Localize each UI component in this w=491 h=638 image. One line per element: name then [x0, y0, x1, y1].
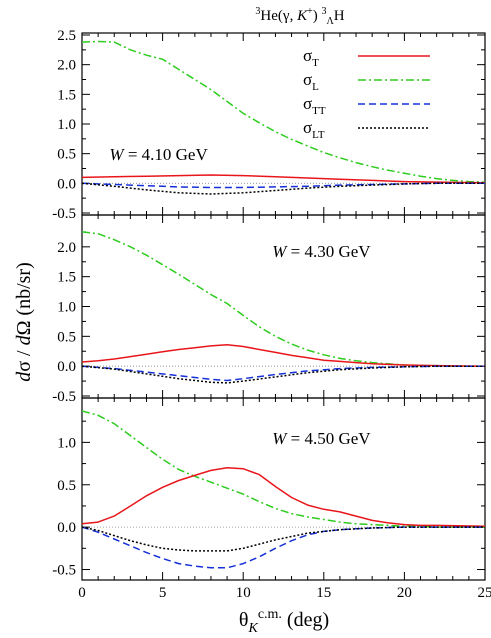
- panel-frame: [81, 397, 486, 581]
- y-tick-label: 0.5: [57, 147, 76, 163]
- series-line-LT: [81, 182, 485, 195]
- series-line-TT: [81, 182, 485, 189]
- legend-label: σTT: [303, 94, 326, 117]
- panel-2: -0.5 0.0 0.5 1.0 1.5 2.0 W = 4.30 GeV: [52, 214, 486, 405]
- legend-label: σL: [303, 70, 319, 93]
- y-tick-label: 1.5: [57, 87, 76, 103]
- panel-energy-label: W = 4.50 GeV: [272, 429, 371, 448]
- chart-title: 3He(γ, K+) 3ΛH: [255, 6, 344, 27]
- panel-frame: [81, 32, 486, 216]
- y-tick-label: 0.0: [57, 520, 76, 536]
- panel-3: -0.5 0.0 0.5 1.0 W = 4.50 GeV: [52, 397, 486, 581]
- y-tick-label: 1.0: [57, 435, 76, 451]
- panel-energy-label: W = 4.10 GeV: [109, 145, 208, 164]
- legend-item-T: σT: [303, 46, 430, 69]
- y-tick-label: 0.5: [57, 478, 76, 494]
- series-line-T: [81, 467, 486, 528]
- legend-label: σT: [303, 46, 319, 69]
- y-tick-label: -0.5: [52, 389, 76, 405]
- x-tick-label: 10: [236, 585, 251, 601]
- y-axis-label: dσ / dΩ (nb/sr): [13, 262, 35, 382]
- x-tick-label: 20: [397, 585, 412, 601]
- panel-1: -0.5 0.0 0.5 1.0 1.5 2.0 2.5 W = 4.10 GeV: [52, 28, 486, 222]
- y-tick-label: 0.5: [57, 329, 76, 345]
- panel-energy-value: = 4.10 GeV: [124, 145, 209, 164]
- x-tick-label: 5: [159, 585, 167, 601]
- y-tick-label: 2.0: [57, 58, 76, 74]
- series-line-L: [81, 40, 486, 183]
- panel-energy-value: = 4.50 GeV: [286, 429, 371, 448]
- series-line-TT: [81, 526, 485, 569]
- panel-energy-label: W = 4.30 GeV: [272, 242, 371, 261]
- y-tick-label: 0.0: [57, 176, 76, 192]
- series-line-T: [81, 343, 486, 367]
- legend-label: σLT: [303, 118, 325, 141]
- panels-group: -0.5 0.0 0.5 1.0 1.5 2.0 2.5 W = 4.10 GeV -0.5 0.…: [52, 28, 491, 601]
- x-tick-label: 15: [316, 585, 331, 601]
- x-tick-label: 0: [78, 585, 86, 601]
- panel-energy-var: W: [272, 429, 288, 448]
- panel-energy-var: W: [272, 242, 288, 261]
- series-line-LT: [81, 526, 485, 552]
- y-tick-label: 2.0: [57, 240, 76, 256]
- series-line-T: [81, 174, 486, 184]
- y-tick-label: 1.0: [57, 300, 76, 316]
- x-tick-label: 25: [478, 585, 491, 601]
- y-tick-label: 1.0: [57, 117, 76, 133]
- series-line-TT: [81, 365, 485, 382]
- x-axis-label: θKc.m. (deg): [239, 607, 329, 636]
- series-line-LT: [81, 365, 485, 384]
- series-line-L: [81, 410, 485, 528]
- legend-item-LT: σLT: [303, 118, 430, 141]
- y-tick-label: 2.5: [57, 28, 76, 44]
- y-tick-label: -0.5: [52, 563, 76, 579]
- y-tick-label: 1.5: [57, 270, 76, 286]
- panel-energy-var: W: [109, 145, 125, 164]
- legend-item-TT: σTT: [303, 94, 430, 117]
- panel-energy-value: = 4.30 GeV: [286, 242, 371, 261]
- y-tick-label: -0.5: [52, 206, 76, 222]
- y-tick-label: 0.0: [57, 359, 76, 375]
- legend-item-L: σL: [303, 70, 430, 93]
